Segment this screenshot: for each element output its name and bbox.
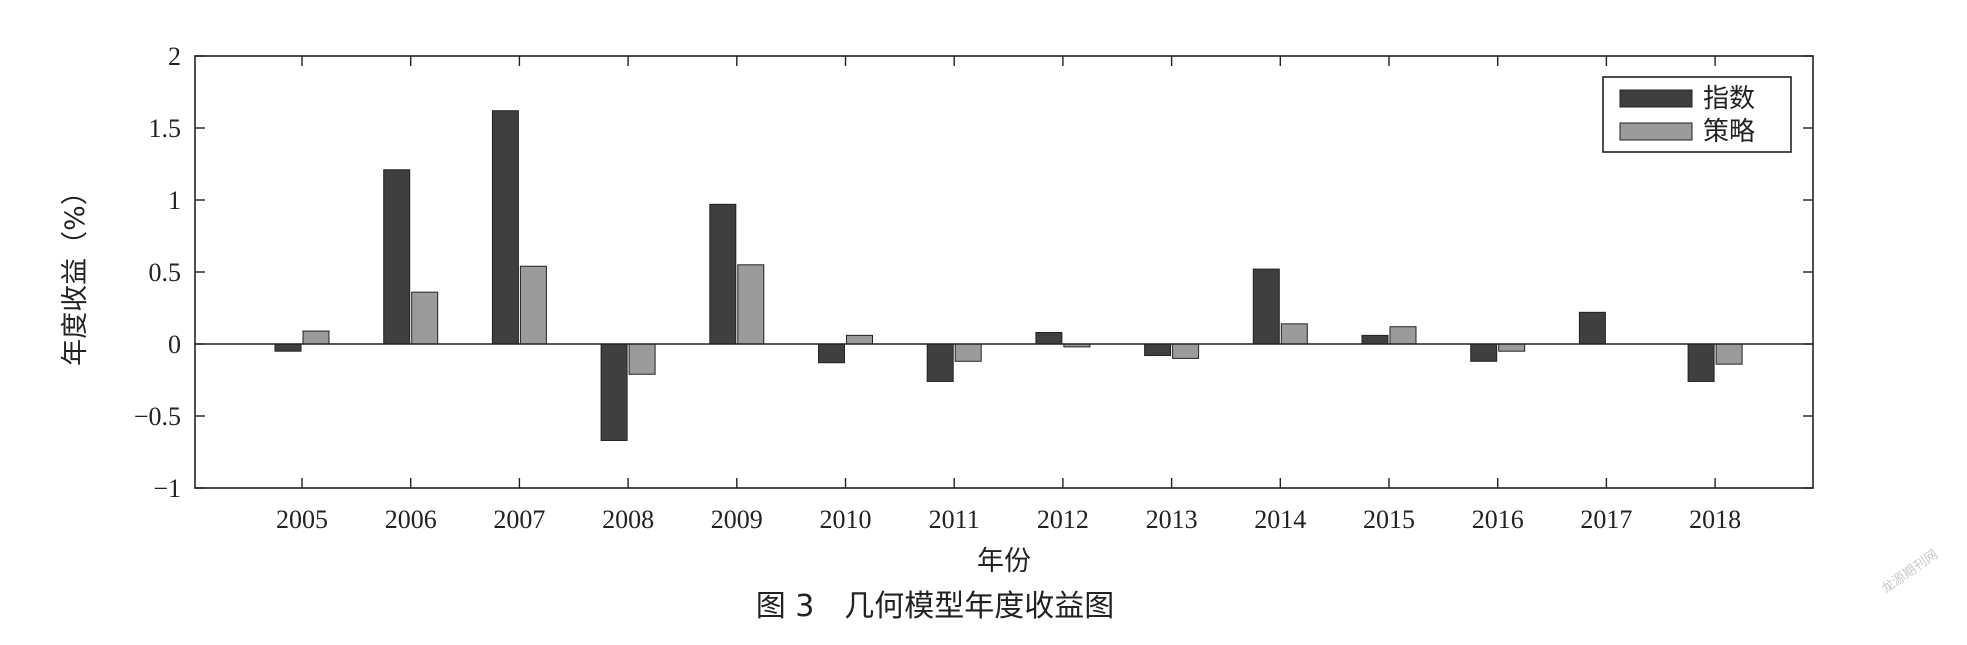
bar-strategy-2010: [846, 334, 873, 345]
x-tick-label: 2011: [929, 505, 980, 534]
y-tick-label: 2: [168, 42, 181, 71]
bar-index-2005: [274, 343, 302, 352]
bar-index-2012: [1035, 331, 1063, 345]
x-tick-label: 2008: [602, 505, 654, 534]
bar-index-2006: [383, 169, 411, 345]
legend-box: [1602, 76, 1792, 153]
bar-strategy-2018: [1715, 343, 1743, 365]
x-tick-label: 2018: [1689, 505, 1741, 534]
bar-index-2015: [1361, 334, 1389, 345]
bar-index-2010: [818, 343, 845, 364]
bar-strategy-2013: [1172, 343, 1200, 359]
bar-strategy-2014: [1280, 323, 1308, 345]
watermark: 龙源期刊网: [1879, 547, 1941, 597]
bar-strategy-2008: [628, 343, 656, 375]
bar-index-2008: [600, 343, 628, 441]
bar-strategy-2015: [1389, 326, 1417, 345]
bar-index-2009: [709, 203, 737, 345]
bar-index-2016: [1470, 343, 1498, 362]
y-tick-label: −1: [153, 474, 181, 503]
legend-label: 策略: [1703, 117, 1755, 147]
x-tick-label: 2005: [276, 505, 328, 534]
x-tick-label: 2014: [1254, 505, 1306, 534]
bar-index-2014: [1252, 268, 1280, 345]
legend-swatch: [1619, 122, 1693, 141]
bar-index-2018: [1687, 343, 1715, 382]
x-tick-label: 2015: [1363, 505, 1415, 534]
plot-frame: [194, 55, 1814, 489]
legend-swatch: [1619, 89, 1693, 108]
x-tick-label: 2016: [1472, 505, 1524, 534]
x-tick-label: 2006: [385, 505, 437, 534]
y-tick-label: 1: [168, 186, 181, 215]
y-axis-label: 年度收益（%）: [60, 178, 91, 366]
x-tick-label: 2012: [1037, 505, 1089, 534]
x-tick-label: 2009: [711, 505, 763, 534]
y-tick-label: 1.5: [149, 114, 182, 143]
legend-label: 指数: [1703, 84, 1755, 114]
bar-strategy-2005: [302, 330, 330, 345]
x-axis-label: 年份: [977, 546, 1031, 577]
y-tick-label: 0.5: [149, 258, 182, 287]
figure-caption: 图 3 几何模型年度收益图: [756, 589, 1115, 624]
x-tick-label: 2007: [493, 505, 545, 534]
bar-strategy-2009: [737, 264, 765, 345]
bar-strategy-2007: [519, 265, 547, 345]
bar-index-2007: [491, 110, 519, 345]
x-tick-label: 2017: [1580, 505, 1632, 534]
bar-index-2013: [1144, 343, 1172, 357]
x-tick-label: 2013: [1146, 505, 1198, 534]
x-tick-label: 2010: [820, 505, 872, 534]
bar-index-2017: [1578, 311, 1606, 345]
bar-strategy-2006: [411, 291, 439, 345]
plot-area: −1 −0.5 0 0.5 1 1.5 2 2005 2006 2007 2008 2009 2010 2…: [134, 42, 1814, 534]
bar-index-2011: [926, 343, 954, 382]
bar-strategy-2016: [1498, 343, 1526, 352]
bar-strategy-2011: [954, 343, 982, 362]
y-tick-label: 0: [168, 330, 181, 359]
y-tick-label: −0.5: [134, 402, 181, 431]
